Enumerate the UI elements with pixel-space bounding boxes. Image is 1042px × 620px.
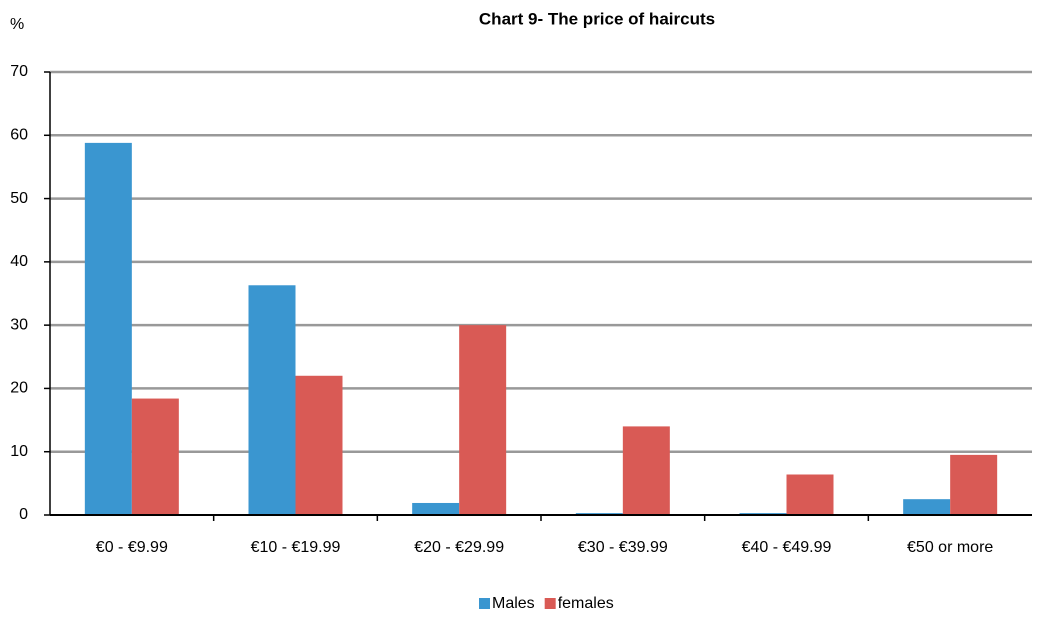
y-tick-label: 50: [10, 190, 28, 207]
y-tick-label: 30: [10, 316, 28, 333]
bar: [84, 142, 132, 515]
y-tick-label: 0: [19, 506, 28, 523]
y-tick-label: 60: [10, 127, 28, 144]
y-tick-label: 70: [10, 63, 28, 80]
bar: [412, 502, 460, 515]
x-tick-label: €50 or more: [907, 539, 993, 556]
bar: [248, 285, 296, 515]
chart-title: Chart 9- The price of haircuts: [479, 9, 715, 28]
bar: [459, 325, 507, 515]
y-tick-label: 10: [10, 443, 28, 460]
x-tick-label: €0 - €9.99: [96, 539, 168, 556]
x-tick-label: €30 - €39.99: [578, 539, 668, 556]
bar: [131, 398, 179, 515]
legend-label: Males: [492, 595, 535, 612]
legend-label: females: [558, 595, 614, 612]
bar: [786, 474, 834, 515]
y-tick-label: 20: [10, 380, 28, 397]
y-axis-label: %: [10, 16, 24, 33]
legend-swatch: [544, 598, 556, 609]
y-tick-label: 40: [10, 253, 28, 270]
bar: [950, 454, 998, 515]
x-tick-label: €40 - €49.99: [742, 539, 832, 556]
bar: [295, 375, 343, 515]
legend-swatch: [479, 598, 490, 609]
x-tick-label: €10 - €19.99: [251, 539, 341, 556]
bar: [622, 426, 670, 515]
bar: [903, 499, 951, 515]
x-tick-label: €20 - €29.99: [414, 539, 504, 556]
